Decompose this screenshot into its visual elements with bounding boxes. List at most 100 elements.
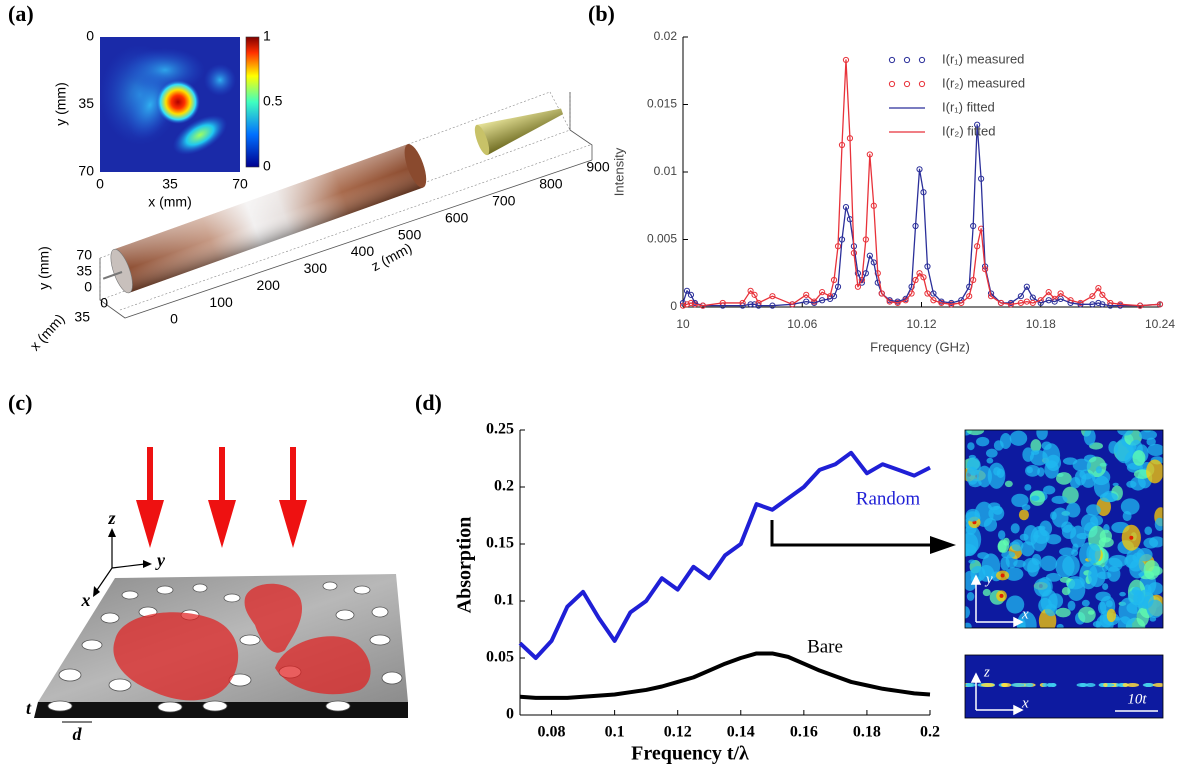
y-axis-label: Absorption (454, 517, 476, 614)
data-point (1089, 293, 1096, 300)
field-spot (976, 436, 990, 447)
field-spot (1122, 683, 1129, 687)
x-tick-label: 35 (162, 176, 178, 192)
field-spot (965, 606, 971, 619)
field-spot (1009, 430, 1028, 446)
legend-marker (918, 56, 926, 64)
field-spot (1018, 509, 1029, 521)
field-spot (1146, 599, 1163, 619)
z-tick-label: 500 (398, 226, 422, 242)
field-hotspot (1129, 535, 1134, 540)
field-spot (968, 559, 976, 564)
data-point (1077, 299, 1084, 307)
tube-illustration (99, 91, 593, 319)
y-tick-label: 35 (78, 95, 94, 111)
axis-label: y (984, 571, 993, 587)
x-axis-label: Frequency (GHz) (870, 339, 970, 354)
field-spot (997, 530, 1006, 540)
field-spot (1004, 480, 1013, 488)
x-tick-label: 35 (74, 309, 90, 325)
field-spot (1066, 502, 1081, 518)
field-spot (1117, 616, 1133, 628)
colorbar-tick-label: 1 (263, 28, 271, 44)
field-spot (1045, 572, 1061, 582)
field-spot (1108, 554, 1128, 568)
x-axis-label: x (mm) (27, 311, 68, 354)
y-tick-label: 0.02 (654, 29, 678, 43)
x-axis-label: x (mm) (148, 194, 192, 210)
field-spot (1030, 439, 1042, 453)
series-label: Random (856, 488, 921, 509)
y-axis-label: Intensity (611, 147, 626, 196)
field-spot (1099, 492, 1118, 503)
data-point (1017, 293, 1024, 300)
dimension-label: d (73, 724, 83, 744)
z-tick-label: 600 (445, 209, 469, 225)
axis-label: x (1021, 606, 1029, 622)
legend-marker (918, 80, 926, 88)
field-spot (1055, 607, 1071, 618)
field-spot (1037, 467, 1045, 477)
field-spot (1136, 607, 1150, 627)
field-spot (1090, 515, 1104, 526)
field-spot (1000, 556, 1010, 571)
field-spot (996, 468, 1005, 478)
field-spot (1022, 447, 1034, 462)
field-spot (1102, 583, 1109, 590)
field-spot (1001, 683, 1008, 687)
data-line (519, 651, 931, 700)
field-spot (967, 442, 975, 451)
series-label: Bare (807, 636, 843, 657)
field-spot (1031, 553, 1042, 566)
field-spot (1043, 485, 1056, 495)
incident-arrows (136, 447, 307, 548)
field-hotspot (1000, 573, 1005, 578)
y-tick-label: 0 (506, 706, 514, 723)
legend-label: I(r₁) measured (942, 51, 1024, 66)
field-spot (1004, 567, 1024, 581)
data-point (819, 289, 826, 296)
field-spot (1070, 477, 1081, 489)
panel-label: (c) (8, 390, 32, 415)
field-spot (1010, 523, 1020, 534)
field-spot (1092, 620, 1102, 628)
field-spot (1120, 498, 1140, 515)
field-spot (1126, 480, 1137, 488)
field-spot (997, 539, 1010, 553)
field-spot (1147, 443, 1163, 456)
z-tick-label: 400 (351, 243, 375, 259)
x-tick-label: 10.18 (1026, 317, 1056, 331)
callout-arrow (770, 520, 956, 554)
x-tick-label: 0.12 (664, 724, 692, 741)
y-tick-label: 0.005 (647, 232, 677, 246)
field-spot (1106, 608, 1117, 623)
field-spot (1013, 559, 1026, 568)
panel-label: (d) (415, 390, 442, 415)
field-spot (1041, 441, 1052, 450)
field-spot (1076, 683, 1089, 687)
legend-marker (888, 80, 896, 88)
field-spot (1046, 534, 1062, 545)
field-spot (965, 622, 972, 628)
data-point (751, 291, 758, 298)
field-spot (1108, 441, 1119, 454)
field-map (965, 430, 1163, 628)
field-spot (985, 448, 998, 458)
field-spot (1112, 482, 1119, 487)
data-point (1045, 289, 1052, 296)
field-spot (1030, 495, 1040, 501)
y-axis-label: y (mm) (36, 246, 52, 290)
field-spot (966, 592, 975, 601)
field-spot (965, 466, 979, 485)
legend-label: I(r₂) fitted (942, 123, 995, 138)
field-spot (1154, 517, 1163, 531)
field-spot (1025, 464, 1040, 477)
field-spot (1044, 603, 1058, 617)
x-tick-label: 10.06 (787, 317, 817, 331)
data-point (687, 291, 695, 298)
data-point (1057, 290, 1064, 297)
intensity-map (100, 37, 240, 172)
z-tick-label: 900 (586, 159, 610, 175)
field-spot (1083, 430, 1096, 446)
